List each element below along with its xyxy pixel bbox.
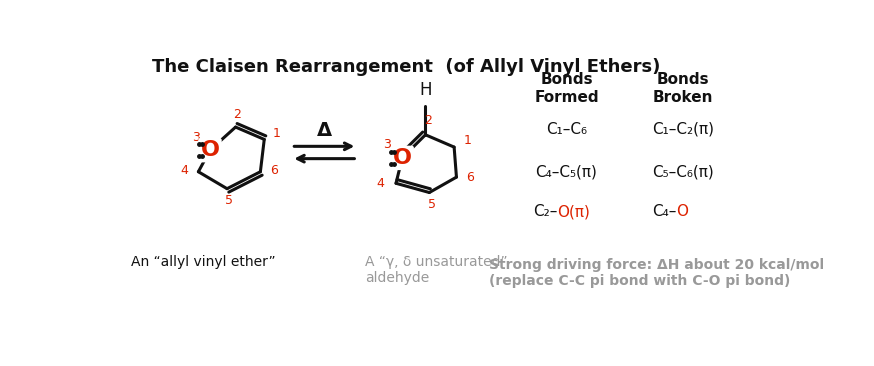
Text: C₂–: C₂–	[533, 204, 558, 219]
Text: Δ: Δ	[316, 122, 332, 141]
Text: C₄–C₅(π): C₄–C₅(π)	[536, 164, 598, 179]
Text: A “γ, δ unsaturated”
aldehyde: A “γ, δ unsaturated” aldehyde	[365, 255, 508, 285]
Text: 5: 5	[428, 198, 436, 211]
Text: H: H	[420, 81, 432, 98]
Text: 4: 4	[181, 164, 189, 177]
Text: 3: 3	[192, 131, 200, 144]
Text: The Claisen Rearrangement  (of Allyl Vinyl Ethers): The Claisen Rearrangement (of Allyl Viny…	[152, 58, 660, 76]
Text: O: O	[392, 148, 412, 168]
Text: C₁–C₆: C₁–C₆	[546, 122, 587, 137]
Text: An “allyl vinyl ether”: An “allyl vinyl ether”	[131, 255, 275, 269]
Text: Bonds
Formed: Bonds Formed	[534, 72, 599, 105]
Text: C₄–: C₄–	[652, 204, 676, 219]
Text: 3: 3	[383, 138, 391, 150]
Text: 6: 6	[270, 164, 278, 177]
Text: O: O	[676, 204, 689, 219]
Text: C₅–C₆(π): C₅–C₆(π)	[652, 164, 714, 179]
Text: 6: 6	[467, 171, 475, 184]
Text: 4: 4	[377, 177, 385, 190]
Text: Bonds
Broken: Bonds Broken	[653, 72, 713, 105]
Text: 5: 5	[225, 194, 232, 208]
Text: Strong driving force: ΔH about 20 kcal/mol
(replace C-C pi bond with C-O pi bond: Strong driving force: ΔH about 20 kcal/m…	[489, 258, 824, 288]
Text: O(π): O(π)	[558, 204, 590, 219]
Text: C₁–C₂(π): C₁–C₂(π)	[652, 122, 714, 137]
Text: O: O	[200, 140, 219, 160]
Text: 2: 2	[425, 115, 433, 127]
Text: 1: 1	[464, 134, 472, 147]
Text: 1: 1	[273, 127, 281, 140]
Text: 2: 2	[233, 108, 241, 121]
